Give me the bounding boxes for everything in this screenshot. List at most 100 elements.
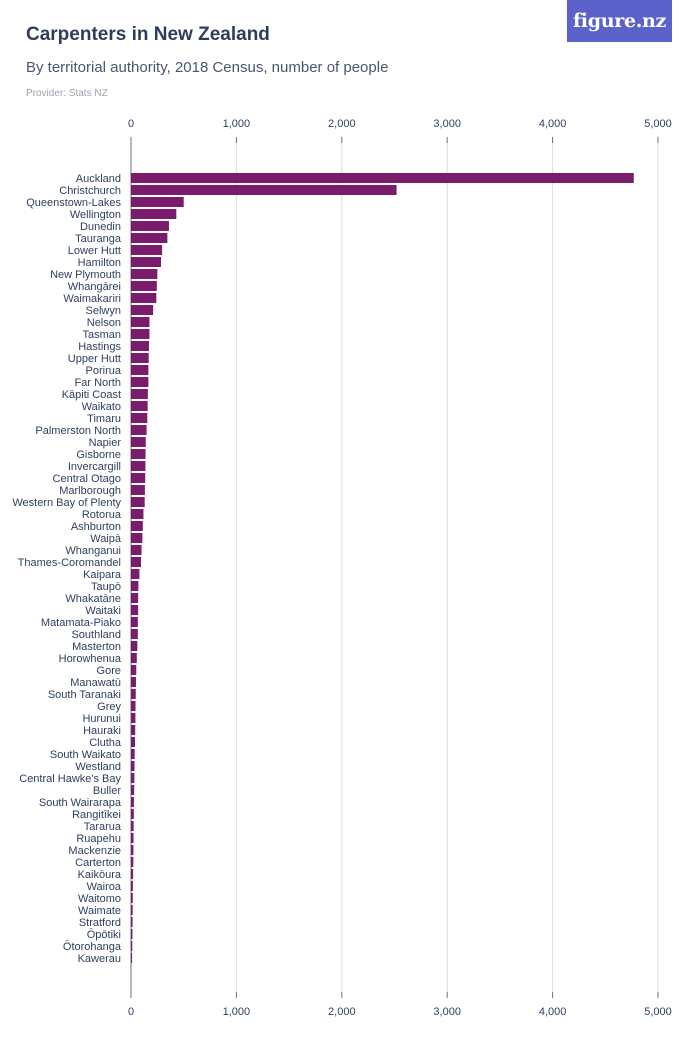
category-label: Hastings — [78, 341, 121, 353]
bar[interactable] — [131, 353, 149, 363]
bar[interactable] — [131, 605, 139, 615]
bar[interactable] — [131, 641, 138, 651]
bar[interactable] — [131, 929, 133, 939]
bar[interactable] — [131, 341, 149, 351]
bar[interactable] — [131, 917, 133, 927]
bar[interactable] — [131, 941, 133, 951]
category-label: Ōpōtiki — [87, 929, 121, 941]
bar[interactable] — [131, 653, 137, 663]
category-label: Rangitīkei — [72, 809, 121, 821]
bottom-tick-label: 4,000 — [539, 1006, 567, 1018]
bar[interactable] — [131, 365, 149, 375]
category-label: Ōtorohanga — [63, 941, 122, 953]
bar[interactable] — [131, 677, 136, 687]
bar[interactable] — [131, 557, 142, 567]
category-label: Invercargill — [68, 461, 121, 473]
category-label: Marlborough — [59, 485, 121, 497]
bar[interactable] — [131, 257, 162, 267]
category-label: Westland — [75, 761, 121, 773]
category-label: Central Hawke's Bay — [19, 773, 121, 785]
bottom-tick-label: 0 — [128, 1006, 134, 1018]
bar[interactable] — [131, 389, 148, 399]
bar[interactable] — [131, 317, 150, 327]
bar[interactable] — [131, 797, 134, 807]
bar[interactable] — [131, 629, 138, 639]
category-label: Kawerau — [78, 953, 121, 965]
bar[interactable] — [131, 245, 163, 255]
figure-nz-logo[interactable]: figure.nz — [567, 0, 672, 42]
top-tick-label: 1,000 — [223, 118, 251, 130]
category-label: Christchurch — [59, 185, 121, 197]
bar[interactable] — [131, 833, 134, 843]
bar[interactable] — [131, 593, 139, 603]
bar[interactable] — [131, 773, 135, 783]
category-label: Waimate — [78, 905, 121, 917]
bar[interactable] — [131, 893, 133, 903]
bar[interactable] — [131, 581, 139, 591]
bar[interactable] — [131, 617, 138, 627]
category-label: Far North — [75, 377, 121, 389]
bar[interactable] — [131, 293, 157, 303]
bar[interactable] — [131, 545, 142, 555]
bar[interactable] — [131, 221, 169, 231]
category-label: Grey — [97, 701, 121, 713]
bar[interactable] — [131, 473, 146, 483]
bar[interactable] — [131, 209, 177, 219]
bar[interactable] — [131, 905, 133, 915]
bar[interactable] — [131, 449, 146, 459]
bar[interactable] — [131, 269, 158, 279]
bar[interactable] — [131, 185, 397, 195]
bar[interactable] — [131, 869, 134, 879]
bar[interactable] — [131, 533, 143, 543]
bar[interactable] — [131, 713, 136, 723]
bar[interactable] — [131, 761, 135, 771]
category-label: South Taranaki — [48, 689, 121, 701]
bar[interactable] — [131, 413, 148, 423]
category-label: Hauraki — [83, 725, 121, 737]
chart-title: Carpenters in New Zealand — [26, 24, 270, 45]
bar[interactable] — [131, 305, 154, 315]
bar[interactable] — [131, 461, 146, 471]
bar[interactable] — [131, 401, 148, 411]
category-label: Thames-Coromandel — [18, 557, 121, 569]
bottom-tick-label: 1,000 — [223, 1006, 251, 1018]
bar[interactable] — [131, 173, 634, 183]
category-label: Kāpiti Coast — [62, 389, 121, 401]
bar[interactable] — [131, 785, 135, 795]
bar[interactable] — [131, 749, 135, 759]
bar[interactable] — [131, 665, 137, 675]
bar[interactable] — [131, 953, 133, 963]
bar[interactable] — [131, 725, 136, 735]
category-label: Western Bay of Plenty — [12, 497, 121, 509]
category-label: Waipā — [90, 533, 122, 545]
bar[interactable] — [131, 857, 134, 867]
top-tick-label: 0 — [128, 118, 134, 130]
bar[interactable] — [131, 821, 134, 831]
bar[interactable] — [131, 485, 145, 495]
bar[interactable] — [131, 689, 136, 699]
bar[interactable] — [131, 509, 144, 519]
bar[interactable] — [131, 881, 133, 891]
bar[interactable] — [131, 809, 134, 819]
category-label: Lower Hutt — [68, 245, 121, 257]
bar[interactable] — [131, 701, 136, 711]
category-label: Whakatāne — [65, 593, 121, 605]
category-label: Wellington — [70, 209, 121, 221]
bar[interactable] — [131, 737, 136, 747]
bar[interactable] — [131, 845, 134, 855]
bar[interactable] — [131, 569, 140, 579]
chart-subtitle: By territorial authority, 2018 Census, n… — [26, 59, 389, 76]
bar[interactable] — [131, 497, 145, 507]
category-label: Hurunui — [82, 713, 121, 725]
bar[interactable] — [131, 233, 168, 243]
bar[interactable] — [131, 329, 150, 339]
category-label: South Wairarapa — [39, 797, 122, 809]
bar[interactable] — [131, 425, 147, 435]
bar[interactable] — [131, 437, 146, 447]
bar[interactable] — [131, 281, 157, 291]
bar[interactable] — [131, 377, 149, 387]
bar[interactable] — [131, 521, 143, 531]
bar[interactable] — [131, 197, 184, 207]
category-label: New Plymouth — [50, 269, 121, 281]
bars — [131, 173, 634, 963]
